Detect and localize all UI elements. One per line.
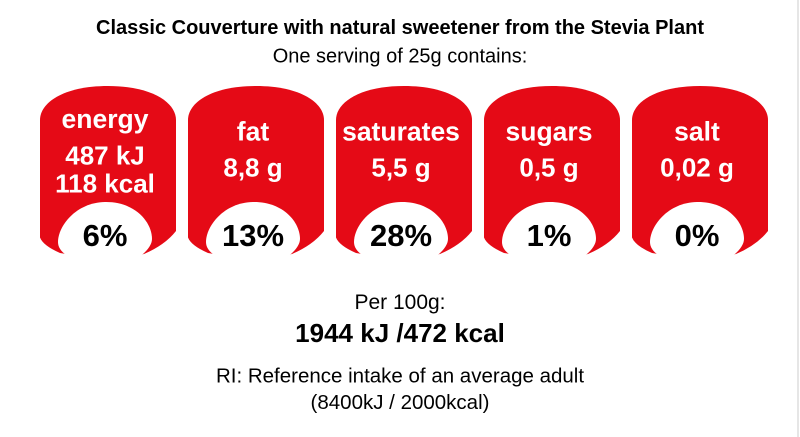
svg-text:0,5 g: 0,5 g [519,153,578,183]
svg-text:1%: 1% [527,218,572,253]
svg-text:1944 kJ /472 kcal: 1944 kJ /472 kcal [295,318,505,348]
svg-text:8,8 g: 8,8 g [223,153,282,183]
svg-text:salt: salt [674,117,720,147]
svg-text:RI: Reference intake of an ave: RI: Reference intake of an average adult [216,365,584,388]
svg-text:Per 100g:: Per 100g: [354,291,445,314]
svg-text:(8400kJ / 2000kcal): (8400kJ / 2000kcal) [311,391,490,414]
svg-text:487 kJ: 487 kJ [65,141,145,171]
svg-text:13%: 13% [222,218,284,253]
svg-text:5,5 g: 5,5 g [371,153,430,183]
svg-text:fat: fat [237,117,270,147]
svg-text:118 kcal: 118 kcal [55,169,155,199]
svg-text:6%: 6% [83,218,128,253]
svg-text:sugars: sugars [506,117,593,147]
svg-text:Classic Couverture with natura: Classic Couverture with natural sweetene… [96,17,704,39]
svg-text:saturates: saturates [342,117,460,147]
svg-text:energy: energy [62,104,149,134]
svg-text:0%: 0% [675,218,720,253]
svg-text:0,02 g: 0,02 g [660,153,734,183]
svg-text:28%: 28% [370,218,432,253]
svg-text:One serving of 25g contains:: One serving of 25g contains: [273,46,528,68]
